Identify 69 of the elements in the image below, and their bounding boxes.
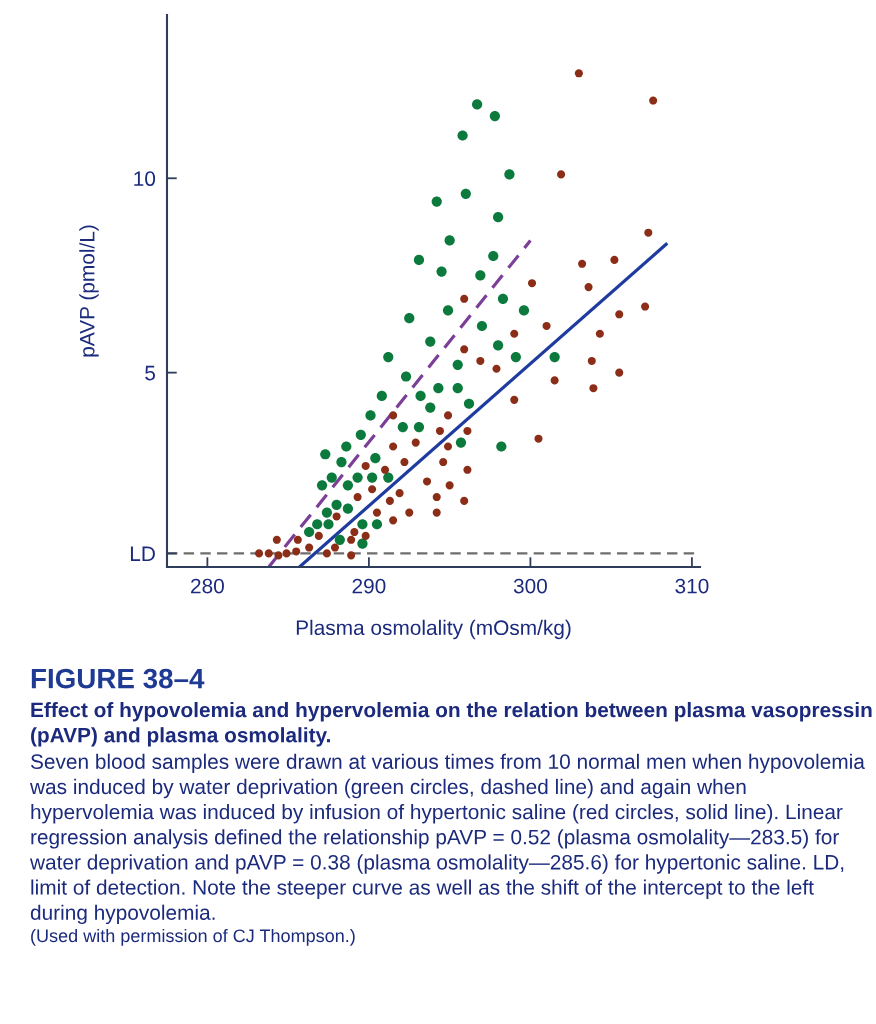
point <box>320 449 331 460</box>
x-tick-label: 310 <box>675 578 709 594</box>
point <box>444 235 455 246</box>
point <box>476 320 488 332</box>
point <box>304 526 315 538</box>
point <box>383 472 394 483</box>
text: Effect of hypovolemia and hypervolemia on the relation between plasma vasopressin (pAVP) and plasma osmolality. <box>31 702 872 747</box>
y-axis-title: pAVP (pmol/L) <box>79 225 99 357</box>
point <box>425 336 436 347</box>
point <box>431 196 442 207</box>
point <box>549 351 560 363</box>
x-axis-title: Plasma osmolality (mOsm/kg) <box>296 619 571 640</box>
point <box>488 250 499 262</box>
y-tick-label: LD <box>130 546 155 561</box>
text: (Used with permission of CJ Thompson.) <box>31 928 355 946</box>
point <box>400 371 412 382</box>
point <box>455 437 467 448</box>
point <box>518 305 530 316</box>
point <box>413 254 425 265</box>
point <box>475 270 486 281</box>
point <box>425 402 436 413</box>
point <box>336 456 347 468</box>
point <box>442 305 454 316</box>
point <box>312 519 323 530</box>
point <box>404 313 415 324</box>
point <box>452 383 463 394</box>
y-tick-label: 10 <box>134 171 156 187</box>
y-tick-label: 5 <box>145 365 156 381</box>
point <box>436 266 447 277</box>
point <box>357 519 368 530</box>
point <box>463 398 475 409</box>
point <box>316 480 328 491</box>
x-tick-label: 300 <box>513 578 547 594</box>
point <box>504 169 515 180</box>
point <box>376 390 387 402</box>
point <box>334 534 345 545</box>
point <box>370 453 381 464</box>
point <box>342 480 353 491</box>
point <box>357 538 368 549</box>
point <box>457 130 468 141</box>
x-tick-label: 290 <box>352 578 386 594</box>
point <box>415 390 426 402</box>
point <box>321 507 332 518</box>
point <box>331 499 342 510</box>
point <box>365 410 376 421</box>
point <box>493 212 504 223</box>
point <box>352 472 363 483</box>
point <box>413 421 425 433</box>
point <box>433 383 444 394</box>
text: Seven blood samples were drawn at various times from 10 normal men when hypovolemia was induced by water deprivation (green circles, dashed line) and again when hypervolemia was induced by infusion of hypertonic saline (red circles, solid line). Linear regression analysis defined the relationship pAVP = 0.52 (plasma osmolality—283.5) for water deprivation and pAVP = 0.38 (plasma osmolality—285.6) for hypertonic saline. LD, limit of detection. Note the steeper curve as well as the shift of the intercept to the left during hypovolemia. <box>29 753 865 925</box>
point <box>341 441 352 452</box>
point <box>326 472 337 483</box>
point <box>383 351 394 363</box>
point <box>342 503 353 514</box>
point <box>472 99 483 110</box>
point <box>460 188 471 199</box>
point <box>452 359 463 370</box>
point <box>397 421 408 433</box>
point <box>510 351 521 363</box>
point <box>493 340 504 351</box>
point <box>489 110 500 122</box>
point <box>323 519 334 530</box>
point <box>367 472 378 483</box>
point <box>371 519 383 530</box>
point <box>496 441 507 452</box>
x-tick-label: 280 <box>191 578 224 594</box>
text: FIGURE 38–4 <box>31 668 205 689</box>
point <box>355 429 366 440</box>
point <box>497 293 509 304</box>
